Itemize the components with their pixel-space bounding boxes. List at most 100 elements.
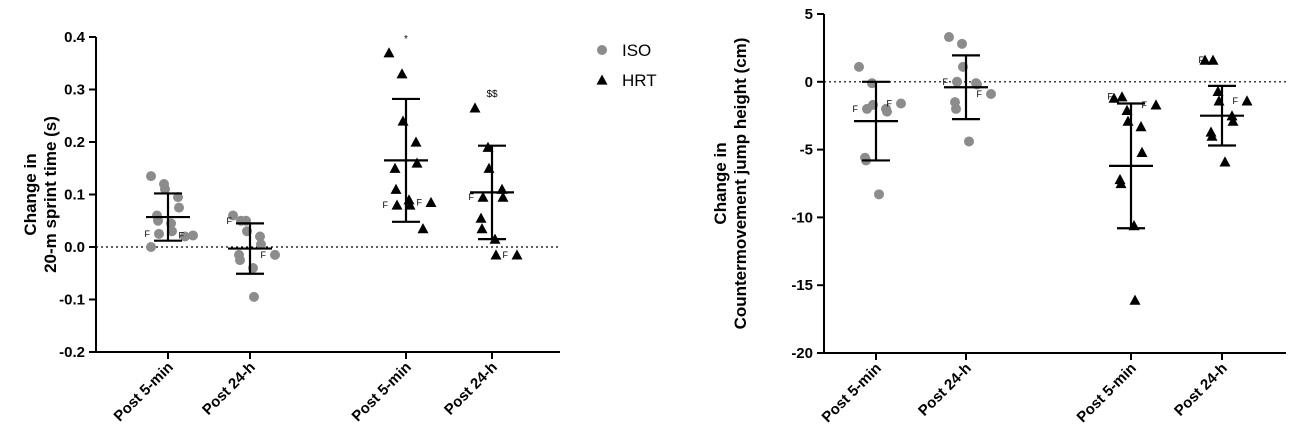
iso-data-point <box>173 192 183 203</box>
y-axis-label: Change inCountermovement jump height (cm… <box>711 38 750 330</box>
iso-data-point <box>228 210 238 221</box>
hrt-data-point <box>1206 130 1218 141</box>
iso-data-point <box>854 61 864 72</box>
y-axis-label-line: Change in <box>711 142 730 224</box>
hrt-data-point <box>1136 146 1148 157</box>
point-marker-label: F <box>145 229 151 239</box>
point-marker-label: F <box>977 89 983 99</box>
x-category-label: Post 5-min <box>349 359 415 425</box>
hrt-data-point <box>411 157 423 168</box>
iso-marked-point <box>896 98 906 109</box>
hrt-data-point <box>1121 104 1133 115</box>
point-marker-label: F <box>227 216 233 226</box>
hrt-data-point <box>1115 178 1127 189</box>
x-category-label: Post 24-h <box>441 359 501 419</box>
point-marker-label: F <box>503 250 509 260</box>
iso-data-point <box>256 239 266 250</box>
hrt-data-point <box>469 102 481 113</box>
hrt-data-point <box>1135 121 1147 132</box>
iso-data-point <box>249 291 259 302</box>
y-tick-label: 0.4 <box>64 29 86 46</box>
hrt-data-point <box>396 68 408 79</box>
significance-annotation: * <box>404 34 408 45</box>
x-category-label: Post 24-h <box>199 359 259 419</box>
y-tick-label: 5 <box>805 6 813 23</box>
y-tick-label: 0.0 <box>64 239 85 256</box>
hrt-data-point <box>389 162 401 173</box>
iso-marked-point <box>986 89 996 100</box>
y-tick-label: -0.1 <box>59 292 85 309</box>
y-tick-label: 0.3 <box>64 82 85 99</box>
iso-marked-point <box>154 228 164 239</box>
iso-data-point <box>944 32 954 43</box>
x-category-label: Post 24-h <box>915 360 975 420</box>
hrt-marked-point <box>391 199 403 210</box>
point-marker-label: F <box>1108 92 1114 102</box>
iso-data-point <box>174 202 184 213</box>
legend-iso-marker <box>597 45 607 55</box>
point-marker-label: F <box>469 192 475 202</box>
iso-data-point <box>964 136 974 147</box>
jump-height-chart: -20 -15 -10 -5 0 5 Change inCountermovement ju… <box>711 6 1286 426</box>
y-axis-label: Change in20-m sprint time (s) <box>21 116 60 273</box>
y-tick-label: -0.2 <box>59 344 85 361</box>
iso-data-point <box>180 231 190 242</box>
x-category-label: Post 5-min <box>111 359 177 425</box>
iso-marked-point <box>188 230 198 241</box>
iso-data-point <box>255 231 265 242</box>
iso-data-point <box>957 38 967 49</box>
y-tick-label: -15 <box>791 277 813 294</box>
y-tick-label: -20 <box>791 345 813 362</box>
point-marker-label: F <box>1199 55 1205 65</box>
y-tick-label: -5 <box>800 142 813 159</box>
point-marker-label: F <box>417 197 423 207</box>
hrt-data-point <box>490 249 502 260</box>
hrt-marked-point <box>1116 91 1128 102</box>
hrt-data-point <box>1219 156 1231 167</box>
hrt-data-point <box>1212 85 1224 96</box>
point-marker-label: F <box>1233 96 1239 106</box>
hrt-data-point <box>417 223 429 234</box>
hrt-data-point <box>390 183 402 194</box>
hrt-data-point <box>410 136 422 147</box>
point-marker-label: F <box>179 230 185 240</box>
hrt-marked-point <box>1150 99 1162 110</box>
iso-marked-point <box>270 249 280 260</box>
legend-label: ISO <box>622 41 651 60</box>
y-tick-label: 0.1 <box>64 187 85 204</box>
y-axis-label-line: Countermovement jump height (cm) <box>731 38 750 330</box>
hrt-data-point <box>476 223 488 234</box>
point-marker-label: F <box>853 104 859 114</box>
x-category-label: Post 5-min <box>819 360 885 426</box>
iso-marked-point <box>952 76 962 87</box>
iso-data-point <box>146 242 156 252</box>
hrt-data-point <box>1199 54 1211 65</box>
legend: ISO HRT <box>596 41 657 90</box>
significance-annotation: $$ <box>486 89 498 100</box>
legend-label: HRT <box>622 71 657 90</box>
sprint-time-chart: -0.2 -0.1 0.0 0.1 0.2 0.3 0.4 Change in20-m spr… <box>21 29 657 425</box>
point-marker-label: F <box>943 77 949 87</box>
y-tick-label: 0.2 <box>64 134 85 151</box>
hrt-data-point <box>1129 294 1141 305</box>
hrt-marked-point <box>1241 95 1253 106</box>
hrt-data-point <box>482 141 494 152</box>
iso-data-point <box>153 215 163 226</box>
hrt-data-point <box>1108 92 1120 103</box>
iso-data-point <box>874 189 884 200</box>
hrt-data-point <box>383 47 395 58</box>
hrt-data-point <box>497 191 509 202</box>
iso-data-point <box>951 103 961 114</box>
point-marker-label: F <box>261 250 267 260</box>
hrt-data-point <box>475 212 487 223</box>
legend-hrt-marker <box>596 74 608 85</box>
point-marker-label: F <box>887 98 893 108</box>
y-axis-label-line: Change in <box>21 153 40 235</box>
y-axis-label-line: 20-m sprint time (s) <box>41 116 60 273</box>
x-category-label: Post 5-min <box>1074 360 1140 426</box>
iso-data-point <box>882 106 892 117</box>
hrt-marked-point <box>1207 54 1219 65</box>
x-category-label: Post 24-h <box>1171 360 1231 420</box>
iso-data-point <box>160 184 170 195</box>
